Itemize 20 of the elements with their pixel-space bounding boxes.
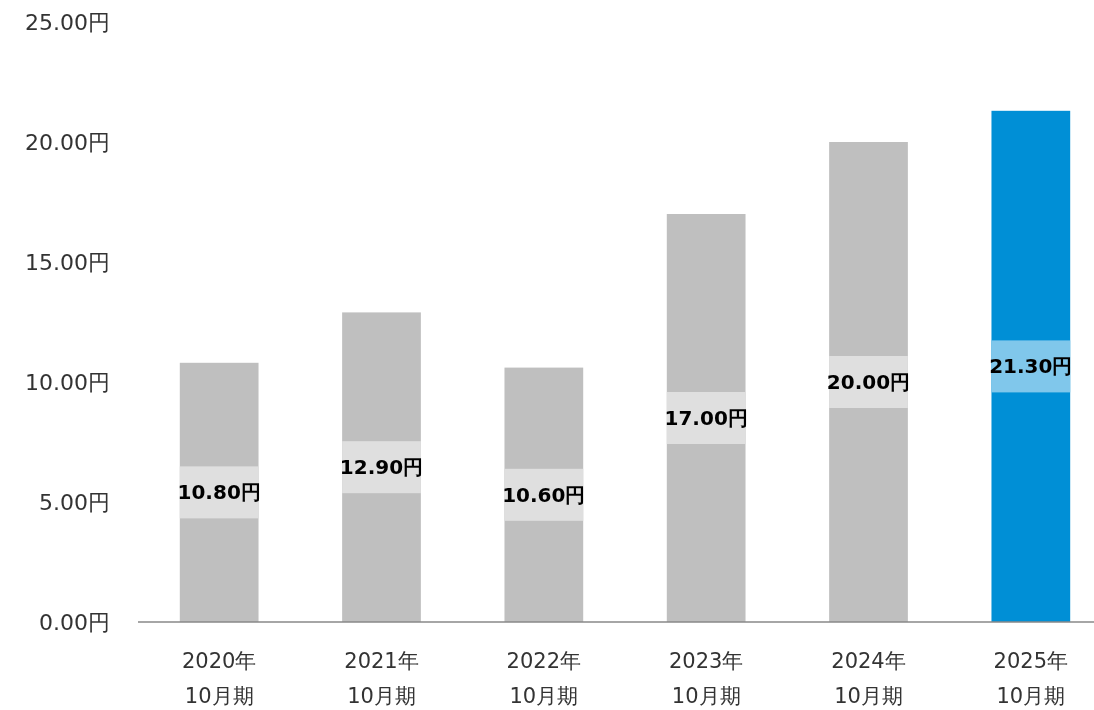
data-label: 12.90円	[339, 455, 424, 480]
y-tick-label: 5.00円	[39, 489, 110, 515]
y-tick-label: 25.00円	[25, 9, 110, 35]
y-tick-label: 10.00円	[25, 369, 110, 395]
x-tick-label: 2021年 10月期	[344, 649, 419, 708]
bar	[829, 142, 908, 622]
data-label: 20.00円	[826, 370, 911, 394]
x-tick-label: 2022年 10月期	[506, 649, 582, 708]
x-tick-label: 2023年 10月期	[668, 649, 744, 708]
y-tick-label: 15.00円	[25, 249, 110, 275]
data-label: 17.00円	[664, 406, 748, 430]
x-tick-label: 2025年 10月期	[993, 649, 1069, 708]
data-label: 10.80円	[177, 480, 261, 505]
data-label: 10.60円	[502, 482, 586, 507]
x-tick-label: 2020年 10月期	[181, 649, 257, 708]
x-tick-label: 2024年 10月期	[831, 649, 906, 708]
data-label: 21.30円	[989, 354, 1073, 379]
y-tick-label: 0.00円	[39, 609, 110, 635]
y-tick-label: 20.00円	[25, 129, 110, 155]
bar	[991, 110, 1071, 622]
